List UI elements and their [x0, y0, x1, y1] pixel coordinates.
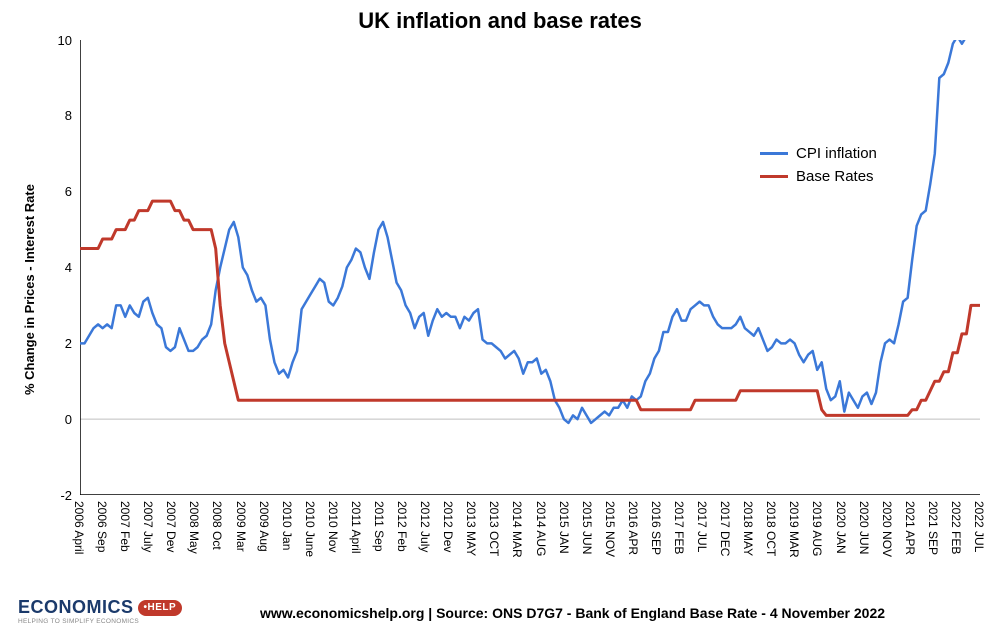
legend-entry-base: Base Rates — [760, 168, 877, 185]
x-tick-label: 2008 Oct — [210, 501, 224, 550]
x-tick-label: 2012 July — [418, 501, 432, 552]
x-tick-label: 2009 Mar — [234, 501, 248, 552]
x-tick-label: 2009 Aug — [257, 501, 271, 552]
x-tick-label: 2012 Dev — [441, 501, 455, 552]
x-tick-label: 2020 NOV — [880, 501, 894, 557]
y-tick-label: 8 — [42, 108, 72, 123]
x-tick-label: 2015 JAN — [557, 501, 571, 554]
y-tick-label: -2 — [42, 488, 72, 503]
x-tick-label: 2010 Nov — [326, 501, 340, 552]
legend-swatch-cpi — [760, 152, 788, 155]
x-tick-label: 2011 April — [349, 501, 363, 553]
y-axis-label: % Change in Prices - Interest Rate — [22, 184, 37, 395]
x-tick-label: 2011 Sep — [372, 501, 386, 552]
legend-label-base: Base Rates — [796, 168, 874, 185]
x-tick-label: 2007 Dev — [164, 501, 178, 552]
x-tick-label: 2017 FEB — [672, 501, 686, 554]
x-tick-label: 2022 FEB — [949, 501, 963, 554]
x-tick-label: 2017 DEC — [718, 501, 732, 556]
logo-sub: HELPING TO SIMPLIFY ECONOMICS — [18, 618, 182, 625]
x-tick-label: 2007 Feb — [118, 501, 132, 552]
y-tick-label: 6 — [42, 184, 72, 199]
x-tick-label: 2019 AUG — [810, 501, 824, 556]
chart-title: UK inflation and base rates — [0, 8, 1000, 34]
legend-label-cpi: CPI inflation — [796, 145, 877, 162]
x-tick-label: 2007 July — [141, 501, 155, 552]
legend-swatch-base — [760, 175, 788, 178]
x-tick-label: 2018 MAY — [741, 501, 755, 556]
y-tick-label: 0 — [42, 412, 72, 427]
series-line — [80, 40, 980, 423]
x-tick-label: 2022 JUL — [972, 501, 986, 552]
x-tick-label: 2016 APR — [626, 501, 640, 555]
y-tick-label: 2 — [42, 336, 72, 351]
logo-pill: •HELP — [138, 600, 183, 616]
y-tick-label: 10 — [42, 33, 72, 48]
logo-main-text: ECONOMICS — [18, 597, 134, 618]
x-tick-label: 2021 SEP — [926, 501, 940, 555]
x-tick-label: 2013 MAY — [464, 501, 478, 556]
x-tick-label: 2017 JUL — [695, 501, 709, 552]
chart-container: UK inflation and base rates % Change in … — [0, 0, 1000, 635]
x-tick-label: 2021 APR — [903, 501, 917, 555]
x-tick-label: 2008 May — [187, 501, 201, 554]
series-line — [80, 201, 980, 415]
legend: CPI inflation Base Rates — [760, 145, 877, 191]
x-tick-label: 2020 JAN — [834, 501, 848, 554]
y-tick-label: 4 — [42, 260, 72, 275]
logo-main: ECONOMICS •HELP — [18, 597, 182, 618]
x-tick-label: 2012 Feb — [395, 501, 409, 552]
x-tick-label: 2013 OCT — [487, 501, 501, 556]
x-tick-label: 2010 June — [303, 501, 317, 557]
x-tick-label: 2019 MAR — [787, 501, 801, 558]
source-note: www.economicshelp.org | Source: ONS D7G7… — [260, 605, 885, 621]
x-tick-label: 2010 Jan — [280, 501, 294, 550]
x-tick-label: 2016 SEP — [649, 501, 663, 555]
x-tick-label: 2015 NOV — [603, 501, 617, 557]
x-tick-label: 2006 Sep — [95, 501, 109, 552]
legend-entry-cpi: CPI inflation — [760, 145, 877, 162]
x-tick-label: 2006 April — [72, 501, 86, 554]
x-tick-label: 2014 MAR — [510, 501, 524, 558]
logo: ECONOMICS •HELP HELPING TO SIMPLIFY ECON… — [18, 597, 182, 625]
x-tick-label: 2018 OCT — [764, 501, 778, 556]
plot-area — [80, 40, 980, 495]
x-tick-label: 2020 JUN — [857, 501, 871, 554]
x-tick-label: 2015 JUN — [580, 501, 594, 554]
x-tick-label: 2014 AUG — [534, 501, 548, 556]
